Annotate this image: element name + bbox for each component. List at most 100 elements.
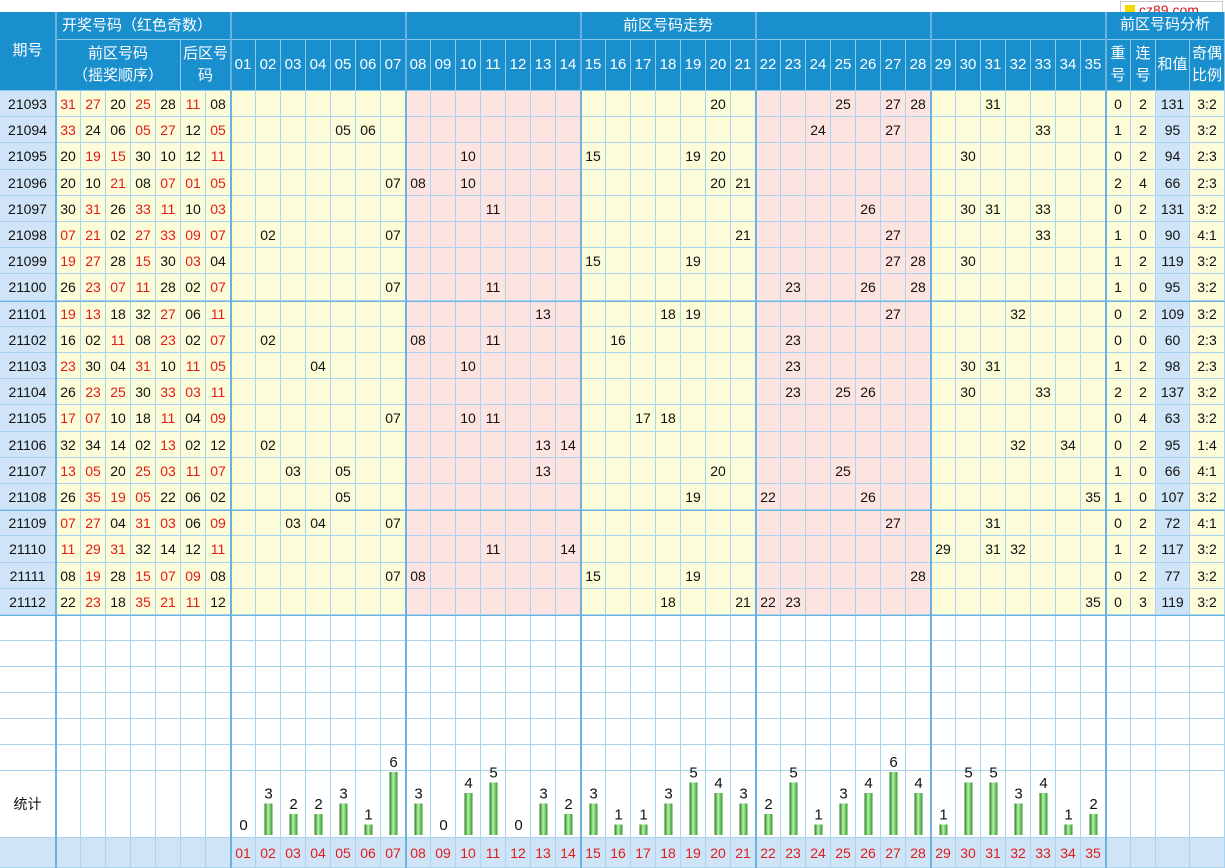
- trend-cell: [656, 432, 681, 458]
- trend-cell: [256, 117, 281, 143]
- trend-cell: [356, 510, 381, 536]
- front-number-cell: 07: [156, 563, 181, 589]
- trend-cell: [781, 170, 806, 196]
- consec-cell: 0: [1131, 458, 1156, 484]
- empty-cell: [131, 745, 156, 771]
- footer-number: 25: [831, 838, 856, 868]
- trend-cell: [306, 563, 331, 589]
- trend-cell: 19: [681, 143, 706, 170]
- trend-cell: 19: [681, 301, 706, 327]
- trend-cell: [381, 432, 406, 458]
- stat-bar: [739, 803, 748, 835]
- empty-cell: [931, 693, 956, 719]
- front-number-cell: 19: [106, 484, 131, 510]
- stats-cell: [881, 771, 906, 838]
- stat-bar: [489, 782, 498, 835]
- trend-cell: 29: [931, 536, 956, 563]
- trend-cell: [231, 327, 256, 353]
- front-number-cell: 28: [106, 563, 131, 589]
- empty-cell: [531, 693, 556, 719]
- empty-cell: [1006, 641, 1031, 667]
- back-number-cell: 05: [206, 117, 231, 143]
- trend-cell: [831, 170, 856, 196]
- trend-cell: [431, 248, 456, 274]
- trend-cell: [806, 274, 831, 301]
- trend-cell: [831, 222, 856, 248]
- footer-number: 12: [506, 838, 531, 868]
- footer-cell: [131, 838, 156, 868]
- trend-cell: [806, 327, 831, 353]
- trend-cell: [1056, 274, 1081, 301]
- empty-cell: [1106, 745, 1131, 771]
- trend-cell: [556, 222, 581, 248]
- trend-cell: [556, 379, 581, 405]
- trend-cell: 11: [481, 196, 506, 222]
- trend-col-header: 01: [231, 40, 256, 91]
- sum-cell: 90: [1156, 222, 1190, 248]
- stat-bar: [589, 803, 598, 835]
- back-number-cell: 07: [206, 274, 231, 301]
- trend-cell: 11: [481, 536, 506, 563]
- trend-cell: [331, 301, 356, 327]
- empty-cell: [1031, 667, 1056, 693]
- ratio-cell: 3:2: [1190, 589, 1225, 615]
- trend-cell: [506, 589, 531, 615]
- trend-cell: [881, 589, 906, 615]
- trend-cell: 31: [981, 353, 1006, 379]
- trend-cell: [256, 143, 281, 170]
- back-number-cell: 11: [206, 301, 231, 327]
- trend-cell: 04: [306, 353, 331, 379]
- trend-cell: [906, 301, 931, 327]
- front-number-cell: 31: [56, 91, 81, 117]
- trend-cell: [1056, 91, 1081, 117]
- trend-cell: 19: [681, 484, 706, 510]
- trend-cell: [1056, 248, 1081, 274]
- trend-col-header: 15: [581, 40, 606, 91]
- period-cell: 21112: [0, 589, 56, 615]
- trend-cell: [681, 170, 706, 196]
- trend-col-header: 27: [881, 40, 906, 91]
- trend-cell: [281, 589, 306, 615]
- period-header: 期号: [0, 12, 56, 91]
- trend-cell: [981, 301, 1006, 327]
- front-zone-header: 前区号码 （摇奖顺序）: [56, 40, 181, 91]
- empty-cell: [256, 641, 281, 667]
- trend-cell: [256, 91, 281, 117]
- trend-cell: [631, 458, 656, 484]
- trend-cell: [606, 117, 631, 143]
- trend-cell: [356, 484, 381, 510]
- trend-cell: [356, 379, 381, 405]
- trend-cell: [656, 458, 681, 484]
- stats-cell: [1031, 771, 1056, 838]
- trend-cell: [581, 536, 606, 563]
- trend-cell: [331, 248, 356, 274]
- trend-cell: [531, 222, 556, 248]
- trend-cell: [306, 222, 331, 248]
- trend-col-header: 24: [806, 40, 831, 91]
- trend-cell: [606, 458, 631, 484]
- consec-cell: 2: [1131, 563, 1156, 589]
- empty-cell: [281, 719, 306, 745]
- trend-cell: [256, 248, 281, 274]
- stat-value-label: 3: [589, 786, 597, 803]
- empty-cell: [531, 667, 556, 693]
- trend-cell: 28: [906, 248, 931, 274]
- empty-cell: [806, 667, 831, 693]
- trend-cell: [881, 536, 906, 563]
- empty-cell: [456, 693, 481, 719]
- empty-cell: [81, 693, 106, 719]
- trend-cell: 28: [906, 91, 931, 117]
- empty-cell: [631, 719, 656, 745]
- trend-cell: 22: [756, 589, 781, 615]
- empty-cell: [156, 745, 181, 771]
- trend-cell: [606, 536, 631, 563]
- repeat-cell: 1: [1106, 536, 1131, 563]
- trend-cell: [1006, 510, 1031, 536]
- trend-cell: [331, 222, 356, 248]
- empty-cell: [831, 641, 856, 667]
- row-group-divider: [0, 510, 1225, 511]
- stats-cell: [306, 771, 331, 838]
- front-number-cell: 23: [56, 353, 81, 379]
- stat-bar: [639, 824, 648, 835]
- trend-cell: [256, 510, 281, 536]
